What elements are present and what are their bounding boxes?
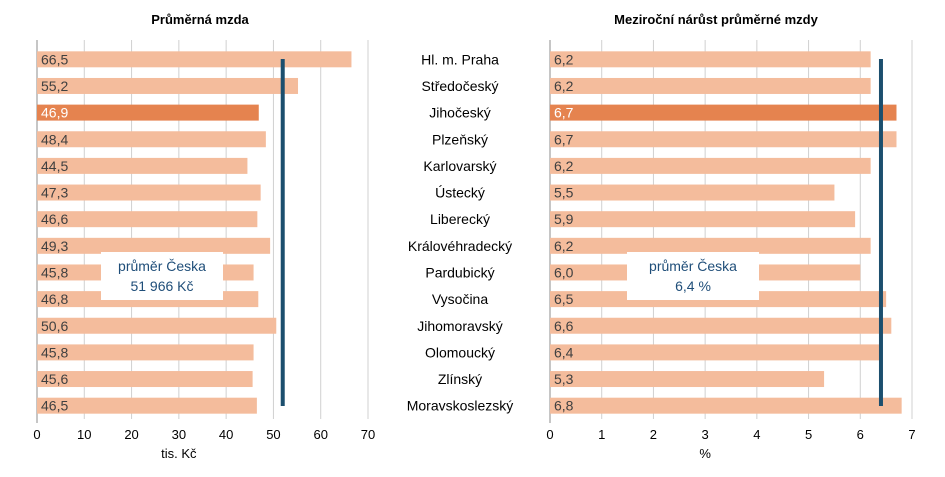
region-label: Vysočina: [432, 291, 489, 307]
left-bar: [37, 104, 259, 121]
left-x-tick-label: 60: [313, 427, 327, 442]
right-bar-value-label: 6,2: [554, 238, 574, 254]
region-category-labels: Hl. m. Praha Středočeský Jihočeský Plzeňský…: [407, 51, 514, 413]
right-bar-value-label: 6,2: [554, 51, 574, 67]
left-x-axis-title: tis. Kč: [161, 446, 197, 461]
left-average-annotation-box: [101, 252, 223, 300]
region-label: Pardubický: [425, 264, 494, 280]
left-x-tick-label: 30: [172, 427, 186, 442]
left-bar: [37, 184, 261, 201]
region-label: Liberecký: [430, 211, 490, 227]
right-bar-value-label: 6,7: [554, 105, 574, 121]
left-bar: [37, 77, 299, 94]
left-bar-value-label: 45,6: [41, 371, 68, 387]
left-bar-value-label: 50,6: [41, 318, 68, 334]
left-bar: [37, 317, 277, 334]
left-bar-value-label: 55,2: [41, 78, 68, 94]
left-bar-value-label: 46,5: [41, 398, 68, 414]
right-bar-value-label: 5,3: [554, 371, 574, 387]
right-x-tick-label: 3: [702, 427, 709, 442]
right-x-tick-label: 0: [546, 427, 553, 442]
left-bar-value-label: 66,5: [41, 51, 68, 67]
left-bar-value-label: 45,8: [41, 264, 68, 280]
right-x-tick-label: 4: [753, 427, 760, 442]
left-bar-value-label: 47,3: [41, 185, 68, 201]
right-bar-value-label: 6,4: [554, 344, 574, 360]
left-chart-plot: 0 10 20 30 40 50 60 70 tis. Kč 66,5 55,2 46,9 48,4 44…: [33, 40, 375, 461]
right-bar-value-label: 6,5: [554, 291, 574, 307]
left-x-tick-label: 0: [33, 427, 40, 442]
right-bar: [550, 157, 871, 174]
right-bar-value-label: 6,2: [554, 78, 574, 94]
right-bar-value-label: 6,2: [554, 158, 574, 174]
right-x-tick-label: 2: [650, 427, 657, 442]
left-x-tick-label: 40: [219, 427, 233, 442]
right-bar-value-label: 6,7: [554, 131, 574, 147]
left-x-tick-label: 50: [266, 427, 280, 442]
right-bar: [550, 104, 897, 121]
region-label: Královéhradecký: [408, 238, 512, 254]
right-bar: [550, 397, 902, 414]
region-label: Jihomoravský: [417, 318, 503, 334]
region-label: Zlínský: [438, 371, 482, 387]
left-bar-value-label: 44,5: [41, 158, 68, 174]
right-x-tick-label: 1: [598, 427, 605, 442]
right-average-annotation-box: [627, 252, 759, 300]
left-bar-value-label: 46,9: [41, 105, 68, 121]
left-bar-value-label: 49,3: [41, 238, 68, 254]
left-bar: [37, 211, 258, 228]
left-bar-value-label: 48,4: [41, 131, 68, 147]
right-x-tick-label: 7: [908, 427, 915, 442]
right-bar: [550, 211, 856, 228]
left-bar: [37, 371, 253, 388]
right-average-annotation-label: průměr Česka: [649, 258, 737, 274]
left-average-annotation-label: průměr Česka: [118, 258, 206, 274]
right-bar: [550, 344, 881, 361]
right-chart-title: Meziroční nárůst průměrné mzdy: [614, 12, 818, 27]
region-label: Karlovarský: [423, 158, 496, 174]
right-average-annotation-value: 6,4 %: [675, 278, 711, 294]
right-bar-value-label: 5,9: [554, 211, 574, 227]
region-label: Středočeský: [421, 78, 498, 94]
right-x-axis-title: %: [699, 446, 711, 461]
left-average-annotation-value: 51 966 Kč: [130, 278, 193, 294]
left-bar: [37, 157, 248, 174]
region-label: Olomoucký: [425, 344, 495, 360]
region-label: Hl. m. Praha: [421, 51, 499, 67]
left-bar: [37, 397, 257, 414]
right-x-tick-label: 6: [857, 427, 864, 442]
right-bar-value-label: 6,6: [554, 318, 574, 334]
right-bar-value-label: 5,5: [554, 185, 574, 201]
region-label: Moravskoslezský: [407, 398, 514, 414]
left-bar-value-label: 46,6: [41, 211, 68, 227]
left-bar-value-label: 46,8: [41, 291, 68, 307]
left-x-tick-label: 70: [361, 427, 375, 442]
left-chart-title: Průměrná mzda: [151, 12, 249, 27]
region-label: Jihočeský: [429, 105, 490, 121]
right-bar-value-label: 6,0: [554, 264, 574, 280]
left-bar: [37, 344, 254, 361]
right-bar: [550, 131, 897, 148]
right-x-tick-label: 5: [805, 427, 812, 442]
right-chart-plot: 0 1 2 3 4 5 6 7% 6,2 6,2 6,7 6,7 6,2 5,5 5,9 6,2 6,0 6,5 6…: [546, 40, 916, 461]
left-x-tick-label: 10: [77, 427, 91, 442]
right-bar: [550, 237, 871, 254]
left-bar-value-label: 45,8: [41, 344, 68, 360]
right-bar: [550, 77, 871, 94]
right-bar: [550, 51, 871, 68]
left-bar: [37, 237, 271, 254]
region-label: Plzeňský: [432, 131, 488, 147]
right-bar-value-label: 6,8: [554, 398, 574, 414]
right-bar: [550, 371, 825, 388]
left-bar: [37, 131, 266, 148]
left-x-tick-label: 20: [124, 427, 138, 442]
right-bar: [550, 184, 835, 201]
region-label: Ústecký: [435, 185, 485, 201]
left-bar: [37, 51, 352, 68]
right-bar: [550, 317, 892, 334]
